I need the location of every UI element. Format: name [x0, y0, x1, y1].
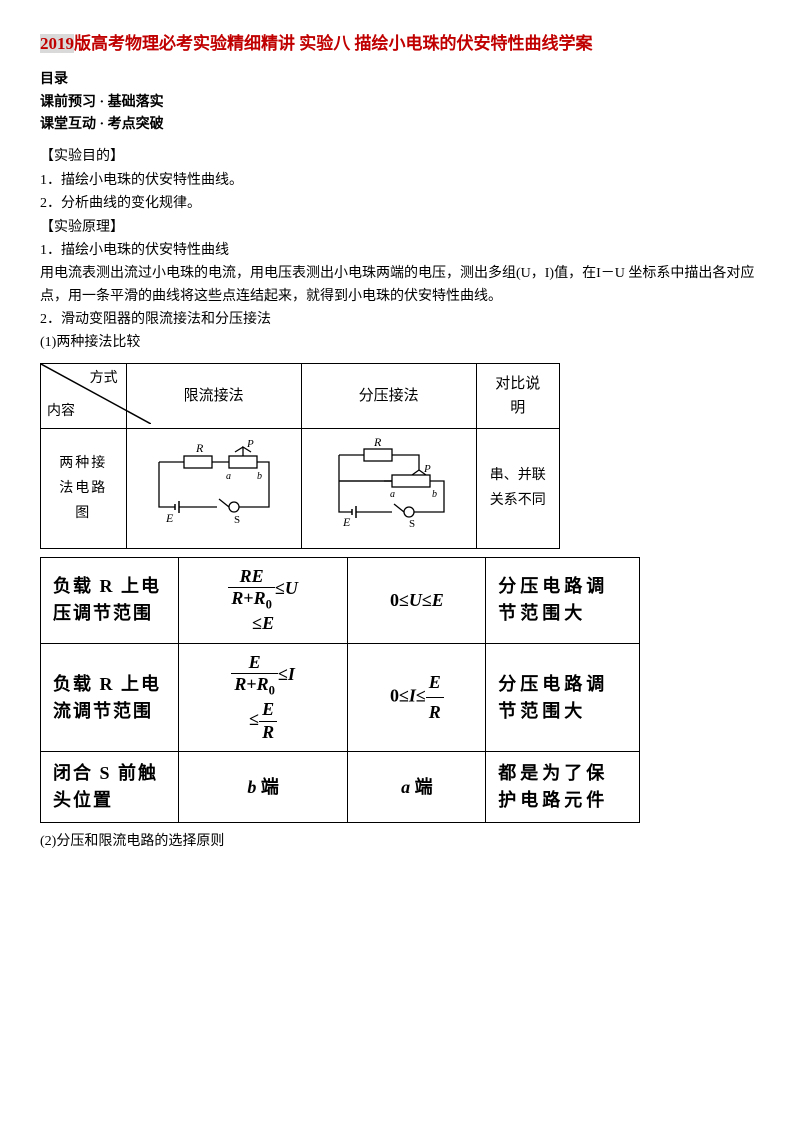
table-row: 两种接法电路图 R P a b E	[41, 428, 560, 548]
footer-text: (2)分压和限流电路的选择原则	[40, 831, 760, 853]
table-row: 闭合 S 前触头位置 b 端 a 端 都是为了保护电路元件	[41, 752, 640, 823]
col-header-2: 分压接法	[301, 363, 476, 428]
contact-pos-dividing: a 端	[348, 752, 486, 823]
title-year: 2019	[40, 34, 74, 53]
purpose-1: 1．描绘小电珠的伏安特性曲线。	[40, 170, 760, 192]
heading-purpose: 【实验目的】	[40, 146, 760, 168]
body-text: 【实验目的】 1．描绘小电珠的伏安特性曲线。 2．分析曲线的变化规律。 【实验原…	[40, 146, 760, 355]
svg-text:P: P	[246, 438, 254, 450]
title-rest: 版高考物理必考实验精细精讲 实验八 描绘小电珠的伏安特性曲线学案	[74, 34, 593, 53]
svg-text:S: S	[409, 518, 415, 530]
diagonal-header: 方式 内容	[41, 363, 127, 428]
svg-text:a: a	[390, 489, 395, 500]
principle-2b: (2)分压和限流电路的选择原则	[40, 831, 760, 853]
svg-text:E: E	[165, 511, 174, 525]
toc-line2: 课堂互动 · 考点突破	[40, 114, 760, 136]
principle-2: 2．滑动变阻器的限流接法和分压接法	[40, 309, 760, 331]
circuit-diagram-limiting: R P a b E S	[126, 428, 301, 548]
current-range-limiting: ER+R0≤I ≤ER	[178, 643, 348, 751]
svg-text:b: b	[432, 489, 437, 500]
principle-1: 1．描绘小电珠的伏安特性曲线	[40, 240, 760, 262]
toc-line1: 课前预习 · 基础落实	[40, 92, 760, 114]
toc-heading: 目录	[40, 69, 760, 91]
table-row: 负载 R 上电压调节范围 RER+R0≤U ≤E 0≤U≤E 分压电路调节范围大	[41, 557, 640, 643]
voltage-range-dividing: 0≤U≤E	[348, 557, 486, 643]
svg-text:S: S	[234, 514, 240, 526]
current-comparison: 分压电路调节范围大	[486, 643, 640, 751]
circuit-diagram-dividing: R P a b E S	[301, 428, 476, 548]
diag-label-1: 方式	[90, 368, 118, 390]
comparison-table-1: 方式 内容 限流接法 分压接法 对比说明 两种接法电路图	[40, 363, 560, 549]
principle-1-text: 用电流表测出流过小电珠的电流，用电压表测出小电珠两端的电压，测出多组(U，I)值…	[40, 263, 760, 308]
principle-2a: (1)两种接法比较	[40, 332, 760, 354]
diag-label-2: 内容	[47, 401, 75, 423]
svg-text:b: b	[257, 471, 262, 482]
contact-comparison: 都是为了保护电路元件	[486, 752, 640, 823]
row-header-current: 负载 R 上电流调节范围	[41, 643, 179, 751]
comparison-1: 串、并联关系不同	[476, 428, 559, 548]
purpose-2: 2．分析曲线的变化规律。	[40, 193, 760, 215]
table-row: 负载 R 上电流调节范围 ER+R0≤I ≤ER 0≤I≤ER 分压电路调节范围…	[41, 643, 640, 751]
col-header-1: 限流接法	[126, 363, 301, 428]
voltage-comparison: 分压电路调节范围大	[486, 557, 640, 643]
col-header-3: 对比说明	[476, 363, 559, 428]
comparison-table-2: 负载 R 上电压调节范围 RER+R0≤U ≤E 0≤U≤E 分压电路调节范围大…	[40, 557, 640, 823]
contact-pos-limiting: b 端	[178, 752, 348, 823]
svg-text:P: P	[423, 463, 431, 475]
svg-text:a: a	[226, 471, 231, 482]
voltage-range-limiting: RER+R0≤U ≤E	[178, 557, 348, 643]
row-header-circuit: 两种接法电路图	[41, 428, 127, 548]
svg-text:R: R	[195, 441, 204, 455]
row-header-contact: 闭合 S 前触头位置	[41, 752, 179, 823]
row-header-voltage: 负载 R 上电压调节范围	[41, 557, 179, 643]
svg-text:E: E	[342, 515, 351, 529]
table-of-contents: 目录 课前预习 · 基础落实 课堂互动 · 考点突破	[40, 69, 760, 136]
heading-principle: 【实验原理】	[40, 217, 760, 239]
current-range-dividing: 0≤I≤ER	[348, 643, 486, 751]
svg-text:R: R	[373, 437, 382, 449]
document-title: 2019版高考物理必考实验精细精讲 实验八 描绘小电珠的伏安特性曲线学案	[40, 30, 760, 57]
table-row: 方式 内容 限流接法 分压接法 对比说明	[41, 363, 560, 428]
